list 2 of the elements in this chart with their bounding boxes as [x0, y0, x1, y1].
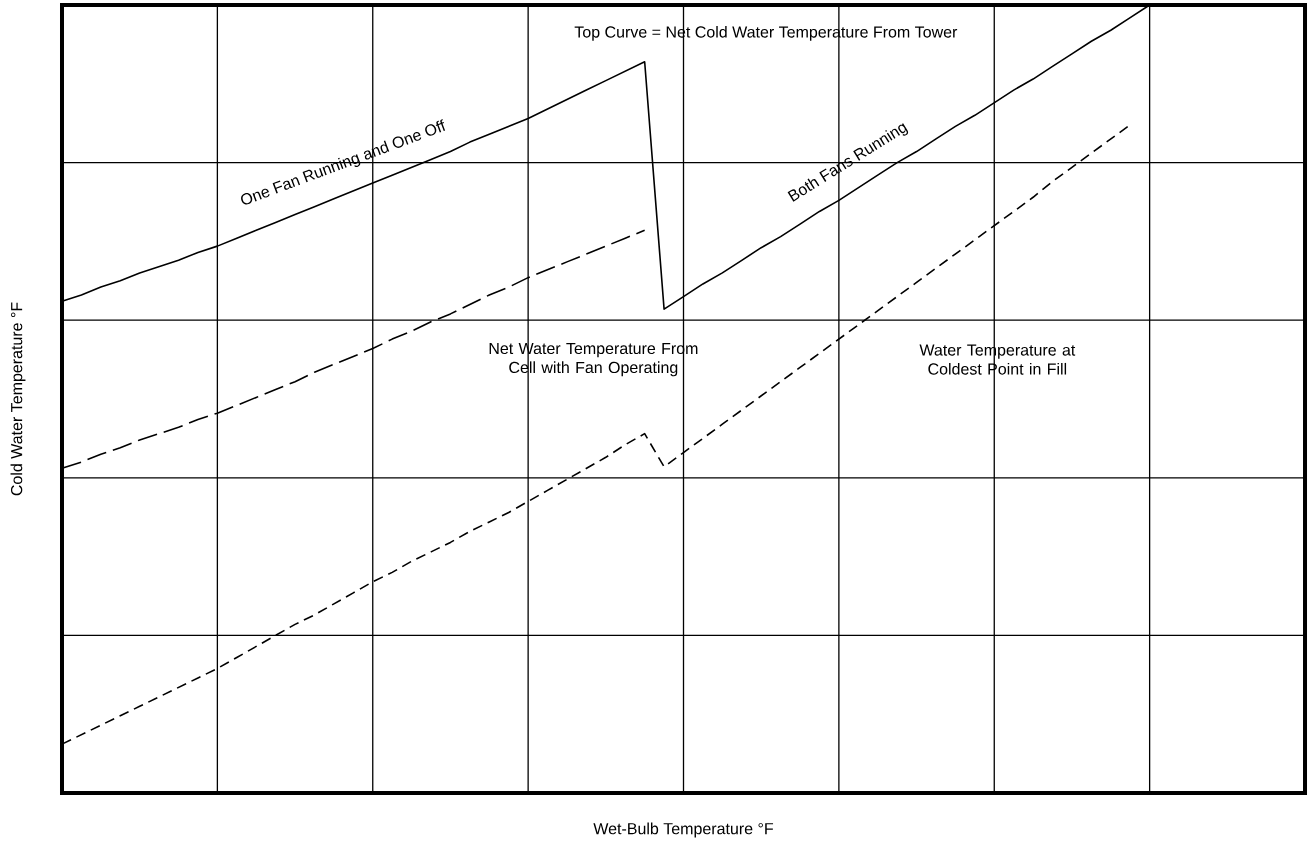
x-axis-title: Wet-Bulb Temperature °F: [593, 822, 774, 838]
y-axis-title: Cold Water Temperature °F: [10, 302, 26, 496]
